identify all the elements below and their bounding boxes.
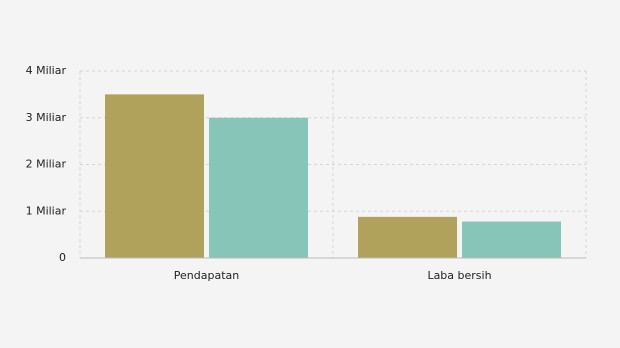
bar xyxy=(358,216,457,258)
bar xyxy=(105,94,204,258)
y-tick-label: 0 xyxy=(59,251,66,264)
y-tick-label: 4 Miliar xyxy=(26,64,67,77)
x-tick-label: Pendapatan xyxy=(174,269,239,282)
bar xyxy=(209,117,308,258)
x-tick-label: Laba bersih xyxy=(427,269,491,282)
bar xyxy=(462,221,561,258)
y-tick-label: 2 Miliar xyxy=(26,158,67,171)
y-tick-label: 3 Miliar xyxy=(26,111,67,124)
y-tick-label: 1 Miliar xyxy=(26,204,67,217)
